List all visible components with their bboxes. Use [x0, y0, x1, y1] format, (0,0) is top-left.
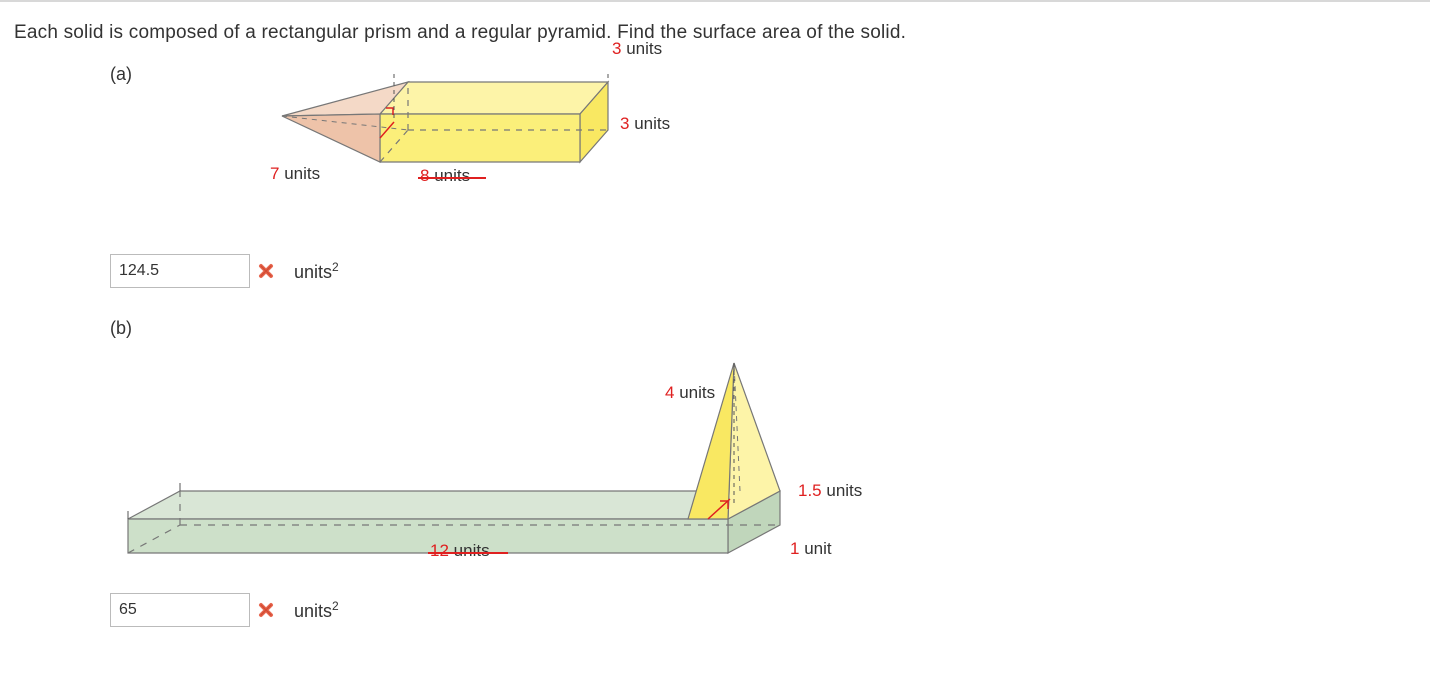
dim-a-right: 3 units [620, 114, 670, 134]
answer-input-b[interactable] [110, 593, 250, 627]
incorrect-icon [258, 263, 274, 279]
dim-b-height: 1 unit [790, 539, 832, 559]
dim-a-length: 8 units [420, 166, 470, 186]
units-label-b: units2 [294, 599, 339, 622]
incorrect-icon [258, 602, 274, 618]
dim-b-length: 12 units [430, 541, 490, 561]
units-label-a: units2 [294, 260, 339, 283]
dim-a-top: 3 units [612, 39, 662, 59]
figure-b: 4 units 1.5 units 12 units 1 unit [110, 343, 890, 573]
dim-b-slant: 4 units [665, 383, 715, 403]
part-b-label: (b) [110, 318, 1430, 339]
problem-b: (b) [110, 318, 1430, 627]
dim-b-depth: 1.5 units [798, 481, 862, 501]
part-a-label: (a) [110, 64, 170, 85]
dim-a-slant: 7 units [270, 164, 320, 184]
figure-a: 3 units 3 units 7 units 8 units [170, 64, 690, 234]
answer-input-a[interactable] [110, 254, 250, 288]
answer-row-a: units2 [110, 254, 1430, 288]
strike-a [418, 177, 486, 179]
answer-row-b: units2 [110, 593, 1430, 627]
problem-a: (a) [110, 64, 1430, 288]
strike-b [428, 552, 508, 554]
